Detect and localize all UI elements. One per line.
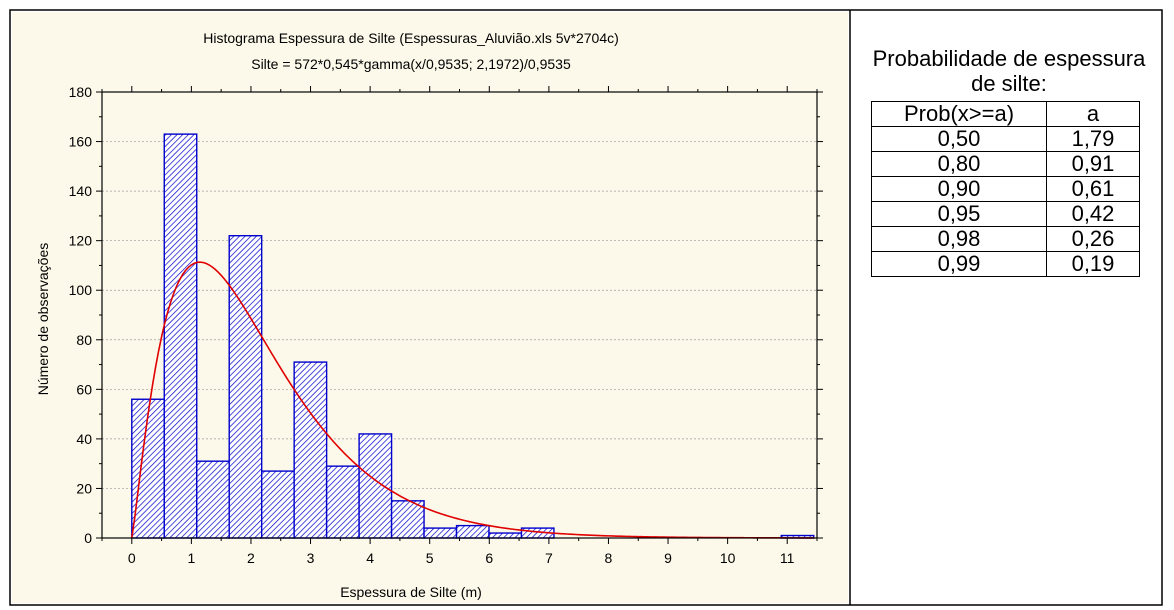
table-row: 0,80 0,91 bbox=[871, 151, 1140, 177]
histogram-bar bbox=[163, 133, 198, 539]
table-row: 0,50 1,79 bbox=[871, 126, 1140, 152]
y-tick-label: 60 bbox=[76, 381, 92, 397]
chart-title: Histograma Espessura de Silte (Espessura… bbox=[203, 30, 619, 46]
histogram-chart: Histograma Espessura de Silte (Espessura… bbox=[12, 12, 848, 603]
y-tick-label: 180 bbox=[69, 84, 93, 100]
probability-table: Prob(x>=a) a 0,50 1,79 0,80 0,91 0,90 0,… bbox=[871, 101, 1140, 277]
histogram-bar bbox=[358, 433, 393, 539]
x-tick-label: 2 bbox=[247, 550, 255, 566]
cell-prob: 0,95 bbox=[871, 201, 1047, 227]
y-tick-label: 0 bbox=[84, 530, 92, 546]
histogram-bar bbox=[390, 500, 425, 539]
y-tick-label: 80 bbox=[76, 332, 92, 348]
histogram-bar bbox=[423, 527, 458, 539]
histogram-bar bbox=[131, 398, 165, 539]
header-prob: Prob(x>=a) bbox=[871, 101, 1047, 127]
y-tick-label: 160 bbox=[69, 134, 93, 150]
histogram-bar bbox=[196, 460, 230, 539]
table-row: 0,99 0,19 bbox=[871, 251, 1140, 277]
histogram-bars bbox=[131, 133, 815, 539]
table-row: 0,90 0,61 bbox=[871, 176, 1140, 202]
cell-a: 0,91 bbox=[1046, 151, 1140, 177]
x-tick-label: 5 bbox=[426, 550, 434, 566]
header-a: a bbox=[1046, 101, 1140, 127]
x-tick-label: 8 bbox=[605, 550, 613, 566]
grid-lines bbox=[102, 141, 817, 489]
y-axis-label: Número de observações bbox=[35, 243, 51, 396]
cell-prob: 0,90 bbox=[871, 176, 1047, 202]
x-tick-label: 6 bbox=[485, 550, 493, 566]
histogram-bar bbox=[260, 470, 295, 539]
cell-a: 1,79 bbox=[1046, 126, 1140, 152]
x-tick-label: 4 bbox=[366, 550, 374, 566]
y-tick-label: 40 bbox=[76, 431, 92, 447]
cell-a: 0,61 bbox=[1046, 176, 1140, 202]
x-tick-label: 11 bbox=[780, 550, 795, 566]
axis-ticks: 0 20 40 60 80 100 120 140 160 180 0 1 2 3 4 5 6 7 8 9 10 11 bbox=[69, 84, 823, 566]
x-axis-label: Espessura de Silte (m) bbox=[340, 584, 482, 600]
histogram-bar bbox=[325, 465, 360, 539]
chart-subtitle: Silte = 572*0,545*gamma(x/0,9535; 2,1972… bbox=[251, 56, 571, 72]
x-tick-label: 1 bbox=[187, 550, 195, 566]
table-row: 0,98 0,26 bbox=[871, 226, 1140, 252]
y-tick-label: 140 bbox=[69, 183, 93, 199]
x-tick-label: 3 bbox=[307, 550, 315, 566]
y-tick-label: 120 bbox=[69, 233, 93, 249]
x-tick-label: 10 bbox=[720, 550, 736, 566]
cell-prob: 0,99 bbox=[871, 251, 1047, 277]
cell-prob: 0,80 bbox=[871, 151, 1047, 177]
histogram-bar bbox=[293, 361, 328, 539]
histogram-bar bbox=[455, 524, 490, 539]
cell-prob: 0,98 bbox=[871, 226, 1047, 252]
cell-prob: 0,50 bbox=[871, 126, 1047, 152]
table-row: 0,95 0,42 bbox=[871, 201, 1140, 227]
y-tick-label: 100 bbox=[69, 282, 93, 298]
histogram-bar bbox=[488, 532, 523, 539]
histogram-bar bbox=[228, 235, 263, 539]
cell-a: 0,26 bbox=[1046, 226, 1140, 252]
x-tick-label: 9 bbox=[664, 550, 672, 566]
x-tick-label: 0 bbox=[128, 550, 136, 566]
cell-a: 0,19 bbox=[1046, 251, 1140, 277]
probability-table-title: Probabilidade de espessura de silte: bbox=[872, 46, 1146, 96]
y-tick-label: 20 bbox=[76, 480, 92, 496]
cell-a: 0,42 bbox=[1046, 201, 1140, 227]
table-header-row: Prob(x>=a) a bbox=[871, 101, 1140, 127]
x-tick-label: 7 bbox=[545, 550, 553, 566]
